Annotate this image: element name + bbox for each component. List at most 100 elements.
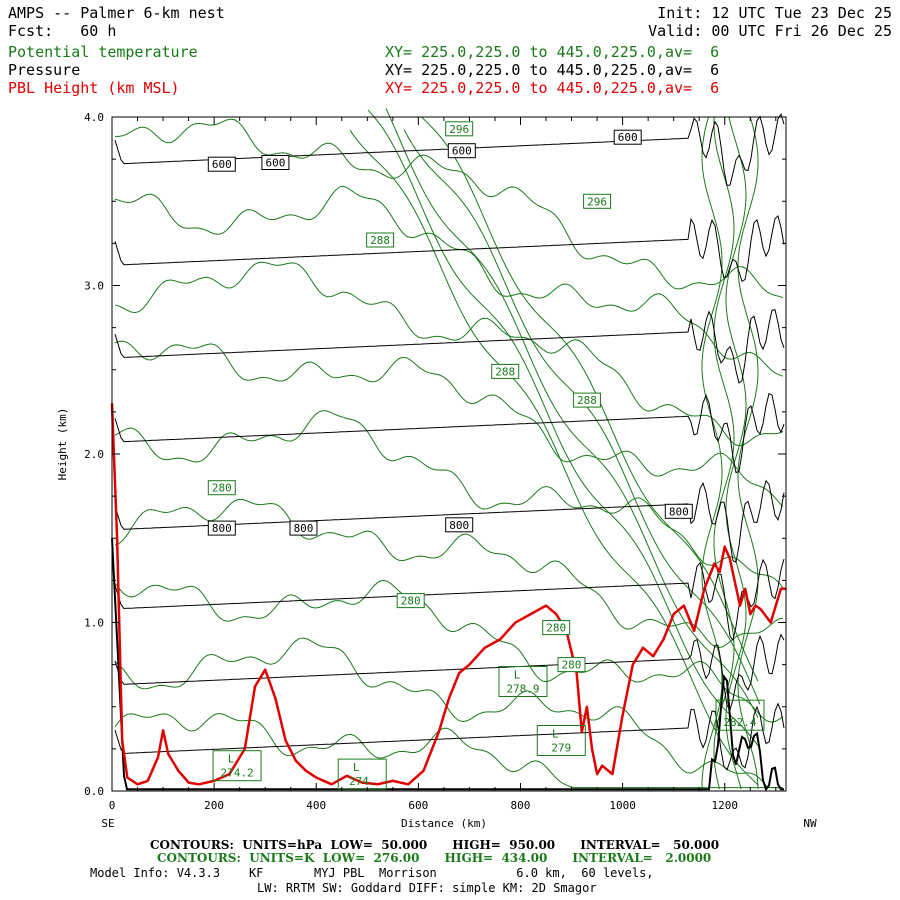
plot-frame bbox=[112, 117, 786, 791]
pbl-point bbox=[198, 784, 200, 786]
theta-contour-diagonal bbox=[404, 130, 760, 705]
x-tick-label: 0 bbox=[109, 799, 116, 812]
extremum-value: 279 bbox=[551, 742, 571, 755]
pbl-point bbox=[331, 784, 333, 786]
pbl-point bbox=[581, 731, 583, 733]
pressure-label: 800 bbox=[449, 519, 469, 532]
pbl-point bbox=[704, 588, 706, 590]
pbl-point bbox=[162, 730, 164, 732]
pbl-point bbox=[612, 773, 614, 775]
pbl-point bbox=[121, 740, 123, 742]
pbl-point bbox=[346, 775, 348, 777]
pbl-point bbox=[632, 664, 634, 666]
pbl-point bbox=[188, 782, 190, 784]
pressure-label: 600 bbox=[265, 157, 285, 170]
pbl-point bbox=[530, 613, 532, 615]
x-tick-label: 400 bbox=[306, 799, 326, 812]
pbl-point bbox=[739, 605, 741, 607]
x-tick-label: 1000 bbox=[609, 799, 636, 812]
extremum-value: 278.9 bbox=[506, 683, 539, 696]
nw-end-label: NW bbox=[803, 817, 817, 830]
pressure-contour-line bbox=[115, 704, 784, 770]
pressure-label: 800 bbox=[294, 522, 314, 535]
pbl-point bbox=[254, 686, 256, 688]
pbl-point bbox=[264, 669, 266, 671]
extremum-letter: L bbox=[353, 761, 360, 774]
pressure-contour-line bbox=[115, 216, 784, 281]
pbl-point bbox=[545, 605, 547, 607]
pbl-point bbox=[244, 748, 246, 750]
pbl-point bbox=[750, 613, 752, 615]
pbl-point bbox=[407, 784, 409, 786]
pressure-contours bbox=[112, 114, 784, 789]
pbl-point bbox=[724, 546, 726, 548]
pbl-point bbox=[683, 605, 685, 607]
theta-contour-line bbox=[115, 262, 783, 446]
pbl-point bbox=[576, 672, 578, 674]
theta-label: 280 bbox=[401, 595, 421, 608]
theta-label: 288 bbox=[370, 234, 390, 247]
theta-contour-diagonal bbox=[386, 108, 758, 717]
theta-contours bbox=[115, 108, 783, 789]
pbl-point bbox=[275, 698, 277, 700]
pressure-contour-line bbox=[115, 310, 784, 383]
pbl-point bbox=[392, 780, 394, 782]
pbl-point bbox=[719, 571, 721, 573]
pressure-contour-line bbox=[115, 394, 784, 473]
pbl-point bbox=[642, 647, 644, 649]
theta-label: 288 bbox=[577, 394, 597, 407]
extremum-value: 274. bbox=[349, 775, 376, 788]
theta-contour-diagonal bbox=[350, 130, 758, 785]
x-tick-label: 200 bbox=[204, 799, 224, 812]
pbl-point bbox=[305, 770, 307, 772]
pbl-point bbox=[147, 780, 149, 782]
y-tick-label: 3.0 bbox=[84, 280, 104, 293]
pbl-point bbox=[127, 777, 129, 779]
pressure-label: 600 bbox=[212, 158, 232, 171]
pbl-point bbox=[438, 731, 440, 733]
pbl-point bbox=[285, 740, 287, 742]
pressure-contours-info: CONTOURS: UNITS=hPa LOW= 50.000 HIGH= 95… bbox=[150, 838, 719, 852]
y-tick-label: 2.0 bbox=[84, 448, 104, 461]
pbl-point bbox=[770, 622, 772, 624]
model-info-line2: LW: RRTM SW: Goddard DIFF: simple KM: 2D… bbox=[257, 881, 597, 895]
extremum-letter: L bbox=[228, 753, 235, 766]
theta-label: 280 bbox=[212, 482, 232, 495]
x-axis-label: Distance (km) bbox=[401, 817, 487, 830]
axes: 0 200 400 600 800 1000 12000.01.02.03.04.0Dist… bbox=[56, 111, 817, 830]
pbl-point bbox=[755, 605, 757, 607]
pbl-point bbox=[780, 588, 782, 590]
pbl-point bbox=[673, 613, 675, 615]
theta-contour-diagonal bbox=[368, 110, 760, 749]
theta-contour-line bbox=[115, 638, 783, 788]
theta-label: 280 bbox=[562, 659, 582, 672]
pbl-point bbox=[596, 773, 598, 775]
pbl-point bbox=[484, 647, 486, 649]
pbl-point bbox=[622, 714, 624, 716]
pressure-label: 600 bbox=[452, 145, 472, 158]
x-tick-label: 600 bbox=[408, 799, 428, 812]
pbl-point bbox=[137, 784, 139, 786]
theta-label: 288 bbox=[495, 365, 515, 378]
pbl-point bbox=[586, 706, 588, 708]
y-axis-label: Height (km) bbox=[56, 408, 69, 481]
pbl-point bbox=[448, 698, 450, 700]
pressure-label: 800 bbox=[212, 522, 232, 535]
y-tick-label: 1.0 bbox=[84, 617, 104, 630]
theta-contour-vertical bbox=[726, 117, 746, 789]
pbl-point bbox=[515, 622, 517, 624]
pbl-point bbox=[116, 538, 118, 540]
se-end-label: SE bbox=[101, 817, 114, 830]
theta-contours-info: CONTOURS: UNITS=K LOW= 276.00 HIGH= 434.… bbox=[157, 851, 711, 865]
pbl-point bbox=[157, 757, 159, 759]
pbl-point bbox=[458, 672, 460, 674]
extremum-value: 274.2 bbox=[221, 767, 254, 780]
x-tick-label: 800 bbox=[511, 799, 531, 812]
pbl-point bbox=[652, 655, 654, 657]
pbl-point bbox=[377, 784, 379, 786]
pressure-label: 800 bbox=[669, 505, 689, 518]
x-tick-label: 1200 bbox=[711, 799, 738, 812]
pbl-point bbox=[469, 664, 471, 666]
pbl-point bbox=[499, 639, 501, 641]
pbl-point bbox=[295, 760, 297, 762]
